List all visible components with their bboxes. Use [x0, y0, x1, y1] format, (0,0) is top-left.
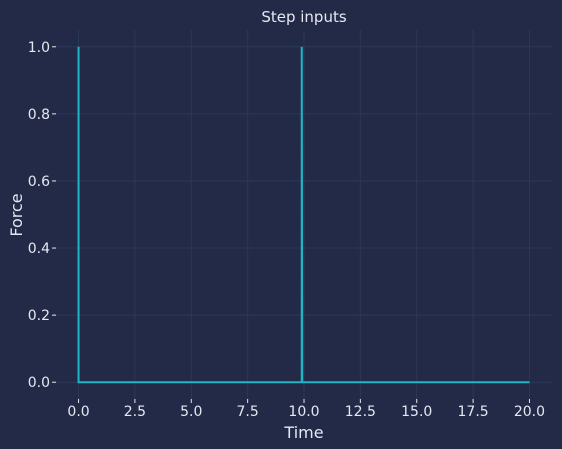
x-axis-label: Time — [283, 423, 323, 442]
y-tick-label: 0.4 — [28, 241, 50, 257]
x-tick-label: 17.5 — [458, 404, 489, 420]
x-tick-label: 20.0 — [514, 404, 545, 420]
x-tick-label: 2.5 — [124, 404, 146, 420]
y-tick-label: 0.6 — [28, 174, 50, 190]
chart-title: Step inputs — [261, 8, 347, 26]
series-line — [77, 46, 530, 384]
x-axis: 0.0 2.5 5.0 7.5 10.0 12.5 15.0 17.5 20.0 — [67, 399, 545, 420]
y-axis: 0.0 0.2 0.4 0.6 0.8 1.0 — [28, 40, 56, 391]
y-axis-label: Force — [7, 193, 26, 236]
plot-area — [77, 46, 530, 384]
x-tick-label: 10.0 — [288, 404, 319, 420]
x-tick-label: 7.5 — [237, 404, 259, 420]
y-tick-label: 0.8 — [28, 107, 50, 123]
y-tick-label: 1.0 — [28, 40, 50, 56]
x-tick-label: 0.0 — [67, 404, 89, 420]
y-tick-label: 0.0 — [28, 375, 50, 391]
x-tick-label: 5.0 — [180, 404, 202, 420]
x-tick-label: 12.5 — [345, 404, 376, 420]
x-tick-label: 15.0 — [401, 404, 432, 420]
y-tick-label: 0.2 — [28, 308, 50, 324]
